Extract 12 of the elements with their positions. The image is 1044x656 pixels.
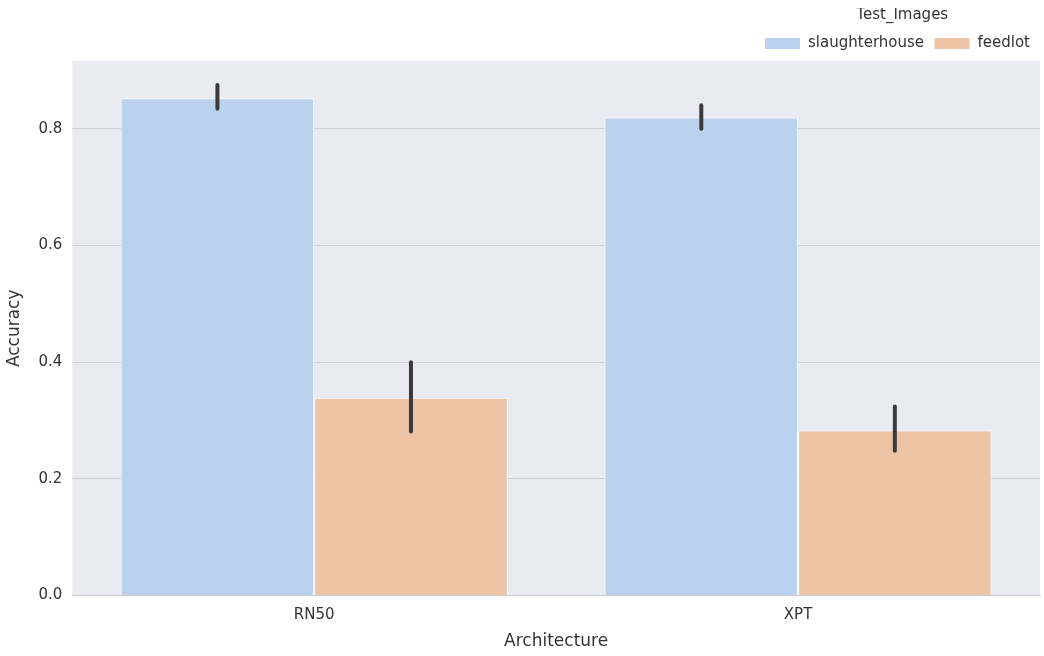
x-tick-label: XPT <box>783 605 814 624</box>
x-tick-label: RN50 <box>293 605 335 624</box>
y-tick-label: 0.4 <box>38 352 63 371</box>
y-tick-label: 0.2 <box>38 468 63 487</box>
legend-label: slaughterhouse <box>808 33 925 52</box>
legend-title: Test_Images <box>855 5 949 25</box>
legend-label: feedlot <box>977 33 1031 52</box>
y-tick-label: 0.6 <box>38 235 63 254</box>
y-tick-label: 0.8 <box>38 118 63 137</box>
y-axis-title: Accuracy <box>2 289 23 368</box>
x-axis-title: Architecture <box>504 630 609 651</box>
y-tick-label: 0.0 <box>38 585 63 604</box>
